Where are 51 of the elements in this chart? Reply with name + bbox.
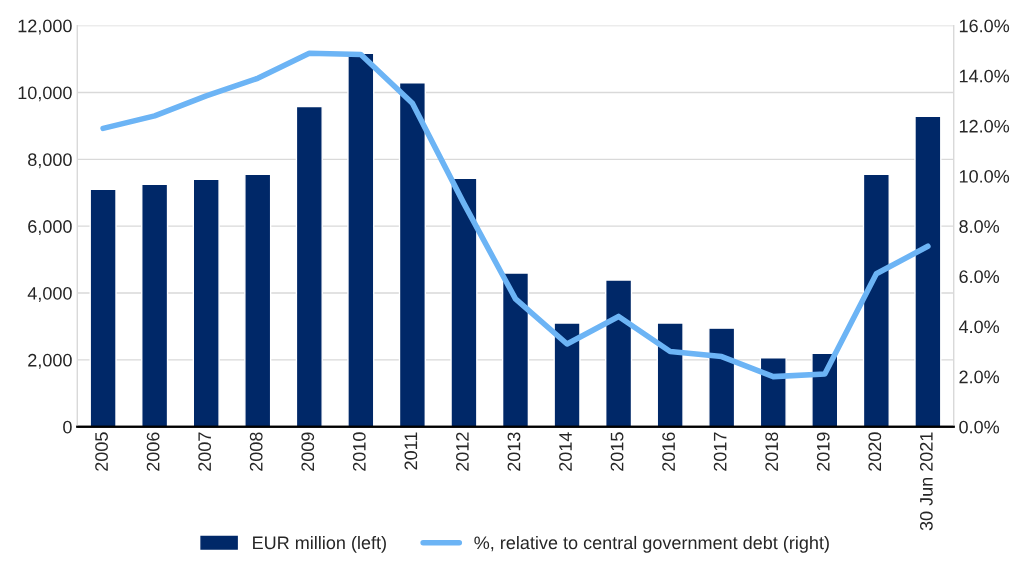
legend-label: %, relative to central government debt (right) xyxy=(474,535,829,553)
x-tick-label: 2020 xyxy=(868,432,882,471)
x-tick-label: 2011 xyxy=(404,432,418,470)
y-tick-label: 0 xyxy=(63,420,72,434)
bar xyxy=(89,188,117,427)
y-tick-label: 6,000 xyxy=(28,220,72,236)
x-tick-label: 2007 xyxy=(198,432,212,471)
x-tick-label: 2018 xyxy=(765,432,779,471)
bar xyxy=(192,178,220,427)
y-tick-label: 8,000 xyxy=(28,153,72,169)
y2-tick-label: 6.0% xyxy=(959,270,1000,284)
bar xyxy=(244,173,272,427)
y2-tick-label: 16.0% xyxy=(959,19,1010,33)
x-tick-label: 2015 xyxy=(610,432,624,471)
x-tick-label: 2013 xyxy=(507,432,521,471)
y2-tick-label: 4.0% xyxy=(958,320,1000,334)
y-tick-label: 12,000 xyxy=(18,19,72,35)
bar xyxy=(914,115,942,427)
bar xyxy=(605,279,633,427)
x-tick-label: 2009 xyxy=(301,432,315,471)
bar xyxy=(708,327,736,427)
x-tick-label: 2012 xyxy=(456,432,469,471)
y-tick-label: 4,000 xyxy=(27,286,72,302)
x-tick-label: 2019 xyxy=(816,432,830,471)
x-tick-label: 30 Jun 2021 xyxy=(919,432,933,531)
y-tick-label: 2,000 xyxy=(28,353,72,369)
y2-tick-label: 2.0% xyxy=(959,370,1000,384)
bar xyxy=(759,357,787,427)
y-tick-label: 10,000 xyxy=(18,86,72,102)
y2-tick-label: 10.0% xyxy=(959,169,1010,183)
y2-tick-label: 8.0% xyxy=(959,220,1000,233)
bar xyxy=(553,322,581,427)
x-tick-label: 2008 xyxy=(249,432,263,471)
x-tick-label: 2017 xyxy=(713,432,727,471)
x-tick-label: 2006 xyxy=(146,432,160,471)
x-tick-label: 2005 xyxy=(95,432,108,471)
x-tick-label: 2016 xyxy=(662,432,675,471)
bar xyxy=(656,322,684,427)
bar xyxy=(862,173,890,427)
bar xyxy=(398,82,426,427)
y2-tick-label: 0.0% xyxy=(959,420,1000,434)
bar xyxy=(347,52,375,427)
bar xyxy=(450,177,478,427)
y2-tick-label: 12.0% xyxy=(959,119,1010,133)
bar xyxy=(295,105,323,427)
bar xyxy=(141,183,169,427)
x-tick-label: 2014 xyxy=(559,432,572,471)
legend-label: EUR million (left) xyxy=(253,535,386,553)
y2-tick-label: 14.0% xyxy=(959,69,1010,83)
x-tick-label: 2010 xyxy=(352,432,366,471)
bar xyxy=(501,272,530,427)
